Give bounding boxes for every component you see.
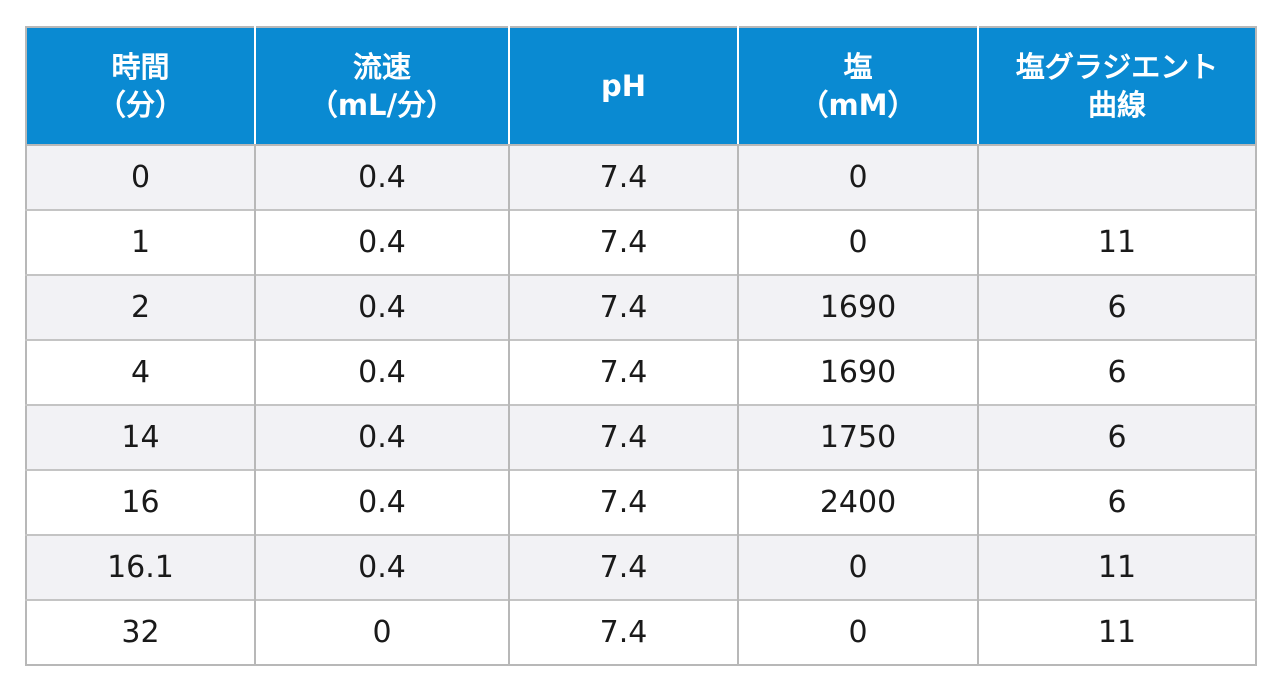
cell-salt: 1690: [738, 274, 979, 340]
table-row: 0 0.4 7.4 0: [26, 144, 1256, 210]
cell-gradient-curve: 6: [978, 469, 1256, 535]
cell-time: 0: [26, 144, 256, 210]
cell-time: 32: [26, 599, 256, 665]
table-body: 0 0.4 7.4 0 1 0.4 7.4 0 11 2 0.4 7.4 169…: [26, 144, 1256, 665]
cell-time: 14: [26, 404, 256, 470]
cell-salt: 2400: [738, 469, 979, 535]
table-row: 14 0.4 7.4 1750 6: [26, 404, 1256, 470]
cell-time: 2: [26, 274, 256, 340]
table-row: 4 0.4 7.4 1690 6: [26, 339, 1256, 405]
table-row: 16.1 0.4 7.4 0 11: [26, 534, 1256, 600]
table-row: 2 0.4 7.4 1690 6: [26, 274, 1256, 340]
table-row: 32 0 7.4 0 11: [26, 599, 1256, 665]
cell-ph: 7.4: [509, 599, 739, 665]
header-salt-gradient-label: 塩グラジエント: [1015, 50, 1219, 84]
cell-flow-rate: 0.4: [255, 469, 510, 535]
header-salt-unit: （mM）: [799, 88, 917, 122]
header-ph-label: pH: [600, 69, 647, 103]
cell-flow-rate: 0.4: [255, 209, 510, 275]
cell-ph: 7.4: [509, 534, 739, 600]
header-salt-gradient-curve: 塩グラジエント 曲線: [978, 27, 1256, 146]
cell-flow-rate: 0.4: [255, 274, 510, 340]
cell-ph: 7.4: [509, 144, 739, 210]
cell-flow-rate: 0.4: [255, 404, 510, 470]
cell-flow-rate: 0.4: [255, 534, 510, 600]
cell-time: 1: [26, 209, 256, 275]
cell-flow-rate: 0.4: [255, 339, 510, 405]
header-time-unit: （分）: [96, 88, 184, 122]
gradient-table: 時間 （分） 流速 （mL/分） pH 塩 （mM） 塩グラジエント 曲線: [25, 26, 1257, 666]
cell-salt: 0: [738, 599, 979, 665]
table-header: 時間 （分） 流速 （mL/分） pH 塩 （mM） 塩グラジエント 曲線: [26, 27, 1256, 146]
header-time: 時間 （分）: [26, 27, 256, 146]
cell-gradient-curve: 6: [978, 404, 1256, 470]
cell-salt: 1690: [738, 339, 979, 405]
table-row: 16 0.4 7.4 2400 6: [26, 469, 1256, 535]
cell-time: 4: [26, 339, 256, 405]
header-ph: pH: [509, 27, 739, 146]
cell-gradient-curve: [978, 144, 1256, 210]
cell-ph: 7.4: [509, 209, 739, 275]
cell-time: 16: [26, 469, 256, 535]
header-row: 時間 （分） 流速 （mL/分） pH 塩 （mM） 塩グラジエント 曲線: [26, 27, 1256, 146]
cell-flow-rate: 0: [255, 599, 510, 665]
header-salt-label: 塩: [843, 50, 873, 84]
cell-gradient-curve: 11: [978, 209, 1256, 275]
header-flow-rate-unit: （mL/分）: [308, 88, 456, 122]
cell-time: 16.1: [26, 534, 256, 600]
header-flow-rate-label: 流速: [352, 50, 411, 84]
header-flow-rate: 流速 （mL/分）: [255, 27, 510, 146]
cell-gradient-curve: 6: [978, 274, 1256, 340]
cell-gradient-curve: 11: [978, 534, 1256, 600]
cell-gradient-curve: 11: [978, 599, 1256, 665]
cell-ph: 7.4: [509, 339, 739, 405]
table-row: 1 0.4 7.4 0 11: [26, 209, 1256, 275]
cell-salt: 0: [738, 144, 979, 210]
cell-flow-rate: 0.4: [255, 144, 510, 210]
cell-gradient-curve: 6: [978, 339, 1256, 405]
cell-ph: 7.4: [509, 469, 739, 535]
cell-salt: 1750: [738, 404, 979, 470]
header-salt-gradient-curve-label: 曲線: [1087, 88, 1146, 122]
header-time-label: 時間: [111, 50, 170, 84]
gradient-table-container: 時間 （分） 流速 （mL/分） pH 塩 （mM） 塩グラジエント 曲線: [25, 26, 1257, 666]
cell-ph: 7.4: [509, 404, 739, 470]
header-salt: 塩 （mM）: [738, 27, 979, 146]
cell-salt: 0: [738, 209, 979, 275]
cell-ph: 7.4: [509, 274, 739, 340]
cell-salt: 0: [738, 534, 979, 600]
